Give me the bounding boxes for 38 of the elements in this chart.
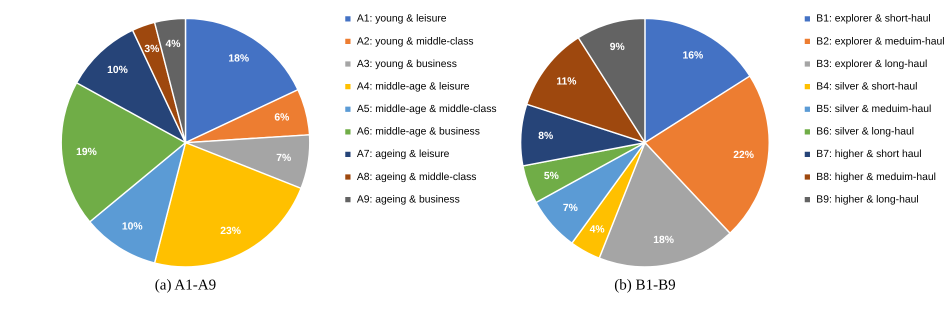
legend-label: B3: explorer & long-haul [816,58,928,70]
legend-label: B2: explorer & meduim-haul [816,36,945,48]
data-label: 5% [544,171,559,182]
data-label: 4% [590,224,605,236]
data-label: 11% [556,76,576,88]
legend-label: A4: middle-age & leisure [356,81,470,92]
data-label: 23% [220,226,241,238]
legend-label: B1: explorer & short-haul [816,14,931,25]
data-label: 10% [107,64,128,76]
legend-label: A7: ageing & leisure [356,149,450,160]
legend-label: A9: ageing & business [356,194,460,206]
legend-label: B5: silver & meduim-haul [816,104,932,116]
text: (b) B1-B9 [614,278,676,294]
data-label: 18% [228,54,250,65]
data-label: 19% [76,146,97,158]
data-label: 7% [562,203,578,214]
data-label: 8% [538,131,554,142]
data-label: 18% [653,235,674,246]
data-label: 7% [276,153,292,164]
legend-label: A8: ageing & middle-class [356,172,476,183]
legend-label: B7: higher & short haul [816,149,922,160]
data-label: 9% [610,42,625,53]
data-label: 10% [122,221,143,232]
legend-label: B6: silver & long-haul [816,126,914,138]
text: (a) A1-A9 [154,278,216,294]
data-label: 6% [274,112,290,124]
data-label: 16% [682,50,704,62]
legend-label: B9: higher & long-haul [816,194,919,206]
legend-label: B4: silver & short-haul [816,81,918,92]
legend-label: A2: young & middle-class [356,36,474,48]
legend-label: B8: higher & meduim-haul [816,172,936,183]
legend-label: A6: middle-age & business [356,126,480,138]
legend-label: A5: middle-age & middle-class [356,104,497,116]
data-label: 22% [733,150,754,161]
legend-label: A1: young & leisure [356,14,447,25]
data-label: 3% [144,44,160,55]
data-label: 4% [166,38,180,50]
legend-label: A3: young & business [356,58,457,70]
